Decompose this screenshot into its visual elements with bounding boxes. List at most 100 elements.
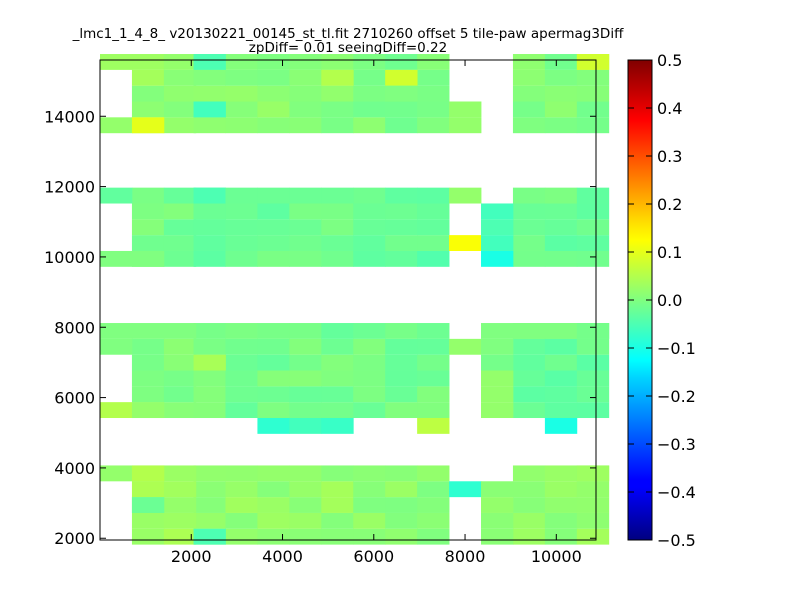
heatmap-cell [512, 117, 546, 134]
heatmap-cell [576, 481, 610, 498]
heatmap-cell [385, 528, 418, 545]
heatmap-cell [481, 528, 514, 545]
heatmap-cell [576, 187, 610, 204]
heatmap-cell [385, 117, 418, 134]
heatmap-cell [385, 512, 418, 529]
heatmap-cell [544, 528, 578, 545]
heatmap-cell [193, 69, 226, 86]
heatmap-cell [321, 481, 354, 498]
heatmap-cell [576, 354, 610, 371]
heatmap-cell [193, 481, 226, 498]
heatmap-cell [576, 69, 610, 86]
heatmap-cell [225, 250, 258, 267]
heatmap-cell [417, 323, 450, 339]
heatmap-cell [353, 528, 386, 545]
heatmap-cell [512, 402, 546, 419]
heatmap-cell [225, 85, 258, 102]
heatmap-cell [576, 85, 610, 102]
heatmap-cell [353, 203, 386, 220]
heatmap-cell [353, 235, 386, 251]
heatmap-cell [417, 465, 450, 482]
heatmap-cell [131, 117, 165, 134]
heatmap-cell [417, 219, 450, 236]
heatmap-cell [257, 219, 290, 236]
heatmap-cell [512, 528, 546, 545]
heatmap-cell [544, 402, 578, 419]
heatmap-cell [257, 235, 290, 251]
heatmap-cell [193, 512, 226, 529]
heatmap-cell [193, 85, 226, 102]
heatmap-cell [131, 323, 165, 339]
heatmap-cell [257, 54, 290, 70]
heatmap-cell [512, 250, 546, 267]
heatmap-cell [163, 54, 197, 70]
colorbar-tick-label: −0.1 [657, 339, 696, 358]
heatmap-cell [225, 219, 258, 236]
heatmap-cell [512, 85, 546, 102]
heatmap-cell [225, 54, 258, 70]
heatmap-cell [417, 85, 450, 102]
heatmap-cell [544, 417, 578, 434]
heatmap-cell [321, 101, 354, 118]
heatmap-cell [225, 117, 258, 134]
heatmap-cell [512, 481, 546, 498]
heatmap-cell [131, 528, 165, 545]
heatmap-cell [544, 481, 578, 498]
heatmap-cell [225, 386, 258, 403]
heatmap-cell [289, 386, 322, 403]
heatmap-cell [385, 323, 418, 339]
plot-frame [99, 59, 597, 541]
heatmap-cell [225, 203, 258, 220]
heatmap-cell [163, 219, 197, 236]
heatmap-cell [163, 235, 197, 251]
heatmap-cell [417, 481, 450, 498]
heatmap-cell [544, 354, 578, 371]
heatmap-cell [289, 117, 322, 134]
heatmap-cell [512, 69, 546, 86]
heatmap-cell [257, 528, 290, 545]
colorbar-tick-label: 0.4 [657, 99, 682, 118]
heatmap-cell [257, 117, 290, 134]
heatmap-cell [225, 338, 258, 355]
heatmap-cell [193, 235, 226, 251]
heatmap-cell [481, 512, 514, 529]
heatmap-cell [131, 69, 165, 86]
heatmap-cell [225, 497, 258, 513]
heatmap-cell [321, 386, 354, 403]
heatmap-cell [385, 69, 418, 86]
heatmap-cell [353, 497, 386, 513]
heatmap-cell [257, 69, 290, 86]
heatmap-cell [289, 187, 322, 204]
heatmap-cell [163, 187, 197, 204]
heatmap-cell [131, 481, 165, 498]
heatmap-cell [353, 250, 386, 267]
heatmap-cell [544, 117, 578, 134]
heatmap-cell [481, 386, 514, 403]
x-tick-label: 8000 [445, 547, 486, 566]
heatmap-cell [225, 187, 258, 204]
heatmap-cell [289, 250, 322, 267]
heatmap-cell [385, 85, 418, 102]
heatmap-cell [225, 481, 258, 498]
heatmap-cell [353, 69, 386, 86]
heatmap-cell [225, 370, 258, 387]
heatmap-cell [576, 528, 610, 545]
heatmap-cell [449, 481, 482, 498]
heatmap-cell [225, 69, 258, 86]
heatmap-cell [289, 85, 322, 102]
heatmap-cell [321, 323, 354, 339]
heatmap-cell [576, 497, 610, 513]
heatmap-cell [385, 338, 418, 355]
heatmap-cell [481, 497, 514, 513]
heatmap-cell [385, 187, 418, 204]
heatmap-cell [512, 235, 546, 251]
heatmap-cell [321, 250, 354, 267]
heatmap-cell [131, 250, 165, 267]
heatmap-cell [289, 219, 322, 236]
heatmap-cell [576, 219, 610, 236]
heatmap-cell [289, 481, 322, 498]
heatmap-cell [353, 465, 386, 482]
heatmap-cell [289, 338, 322, 355]
